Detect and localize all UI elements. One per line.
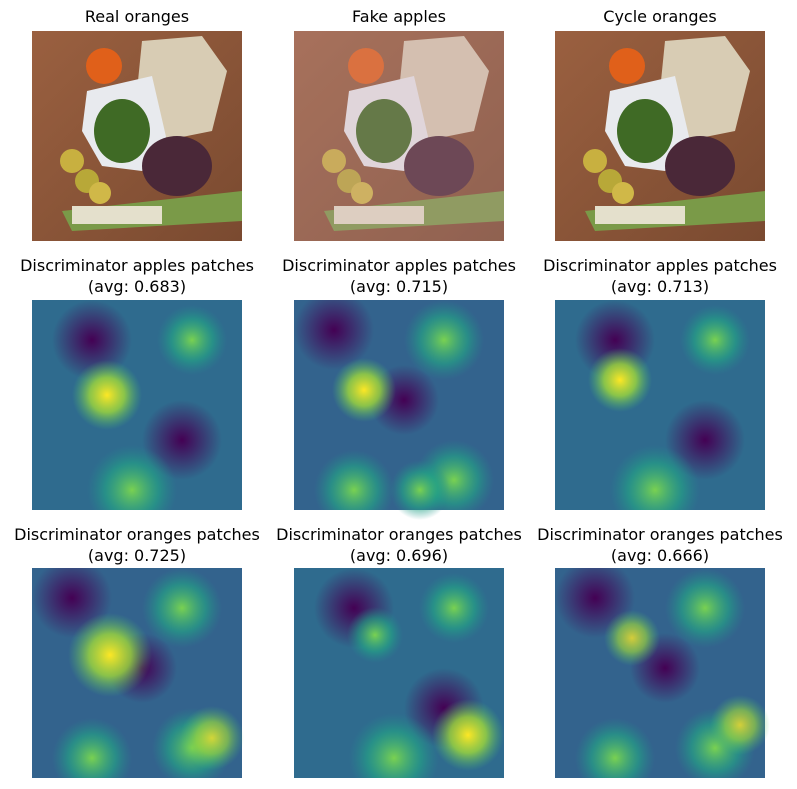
heatmap [294, 300, 504, 520]
panel-title: (avg: 0.713) [611, 277, 709, 296]
heatmap [32, 300, 242, 510]
panel-title: Real oranges [85, 7, 189, 26]
panel-title: Cycle oranges [603, 7, 716, 26]
panel-title: Discriminator apples patches [543, 256, 777, 275]
heatmap [32, 568, 244, 778]
heatmap [294, 568, 504, 778]
heatmap [555, 300, 765, 510]
heatmap [555, 568, 770, 778]
panel-title: Discriminator apples patches [20, 256, 254, 275]
panel-title: Discriminator oranges patches [14, 525, 260, 544]
image-cycle-oranges [555, 31, 765, 241]
image-tint [294, 31, 504, 241]
panel-title: (avg: 0.715) [350, 277, 448, 296]
panel-title: Discriminator apples patches [282, 256, 516, 275]
panel-title: (avg: 0.666) [611, 546, 709, 565]
panel-title: (avg: 0.683) [88, 277, 186, 296]
panel-title: Discriminator oranges patches [276, 525, 522, 544]
panel-title: (avg: 0.696) [350, 546, 448, 565]
image-real-oranges [32, 31, 242, 241]
panel-title: Discriminator oranges patches [537, 525, 783, 544]
image-grid [32, 31, 770, 778]
panel-title: Fake apples [352, 7, 446, 26]
titles: Real oranges Fake apples Cycle oranges Disc… [14, 7, 783, 565]
panel-title: (avg: 0.725) [88, 546, 186, 565]
